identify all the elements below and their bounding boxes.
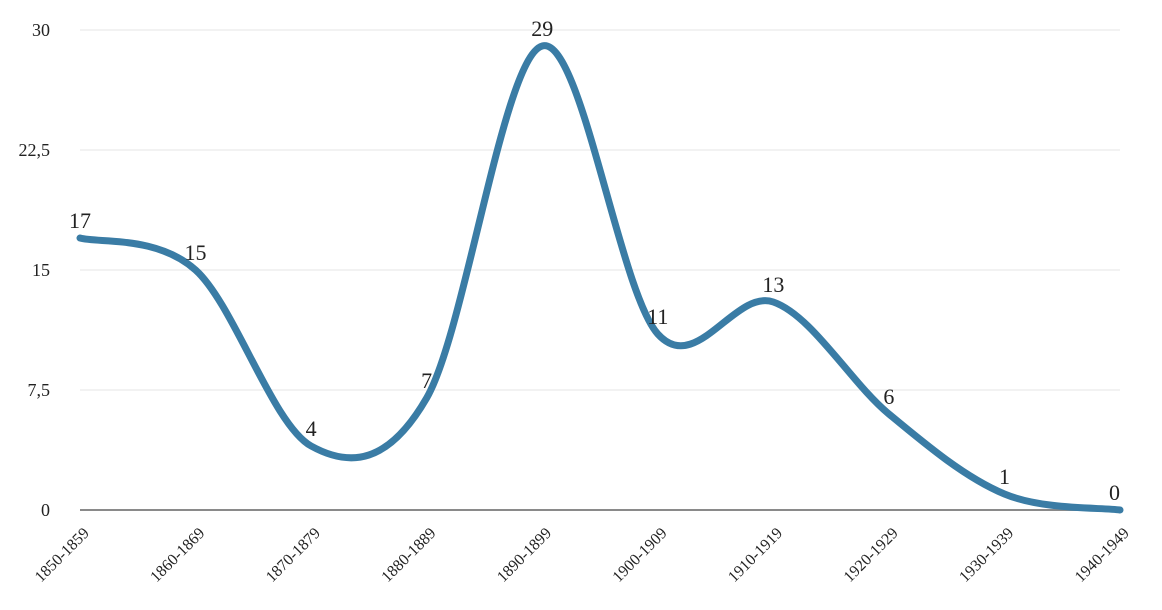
data-label: 7: [421, 368, 432, 393]
x-tick-label: 1850-1859: [32, 525, 93, 586]
y-axis-tick-labels: 0 7,5 15 22,5 30: [19, 20, 51, 520]
x-tick-label: 1880-1889: [378, 525, 439, 586]
x-axis-tick-labels: 1850-1859 1860-1869 1870-1879 1880-1889 1890…: [32, 525, 1133, 586]
data-label: 6: [883, 384, 894, 409]
data-label: 0: [1109, 480, 1120, 505]
y-tick-label: 0: [41, 500, 50, 520]
x-tick-label: 1910-1919: [725, 525, 786, 586]
data-label: 13: [762, 272, 784, 297]
y-tick-label: 30: [32, 20, 50, 40]
x-tick-label: 1930-1939: [956, 525, 1017, 586]
data-label: 29: [531, 16, 553, 41]
x-tick-label: 1920-1929: [841, 525, 902, 586]
data-label: 17: [69, 208, 91, 233]
data-label: 11: [647, 304, 668, 329]
data-label: 15: [185, 240, 207, 265]
grid-lines: [80, 29, 1120, 391]
x-tick-label: 1890-1899: [494, 525, 555, 586]
y-tick-label: 15: [32, 260, 50, 280]
data-label: 4: [306, 416, 317, 441]
x-tick-label: 1900-1909: [610, 525, 671, 586]
x-tick-label: 1860-1869: [147, 525, 208, 586]
y-tick-label: 7,5: [28, 380, 51, 400]
data-label: 1: [999, 464, 1010, 489]
x-tick-label: 1870-1879: [263, 525, 324, 586]
series-line: [76, 42, 1124, 514]
y-tick-label: 22,5: [19, 140, 51, 160]
x-tick-label: 1940-1949: [1072, 525, 1133, 586]
